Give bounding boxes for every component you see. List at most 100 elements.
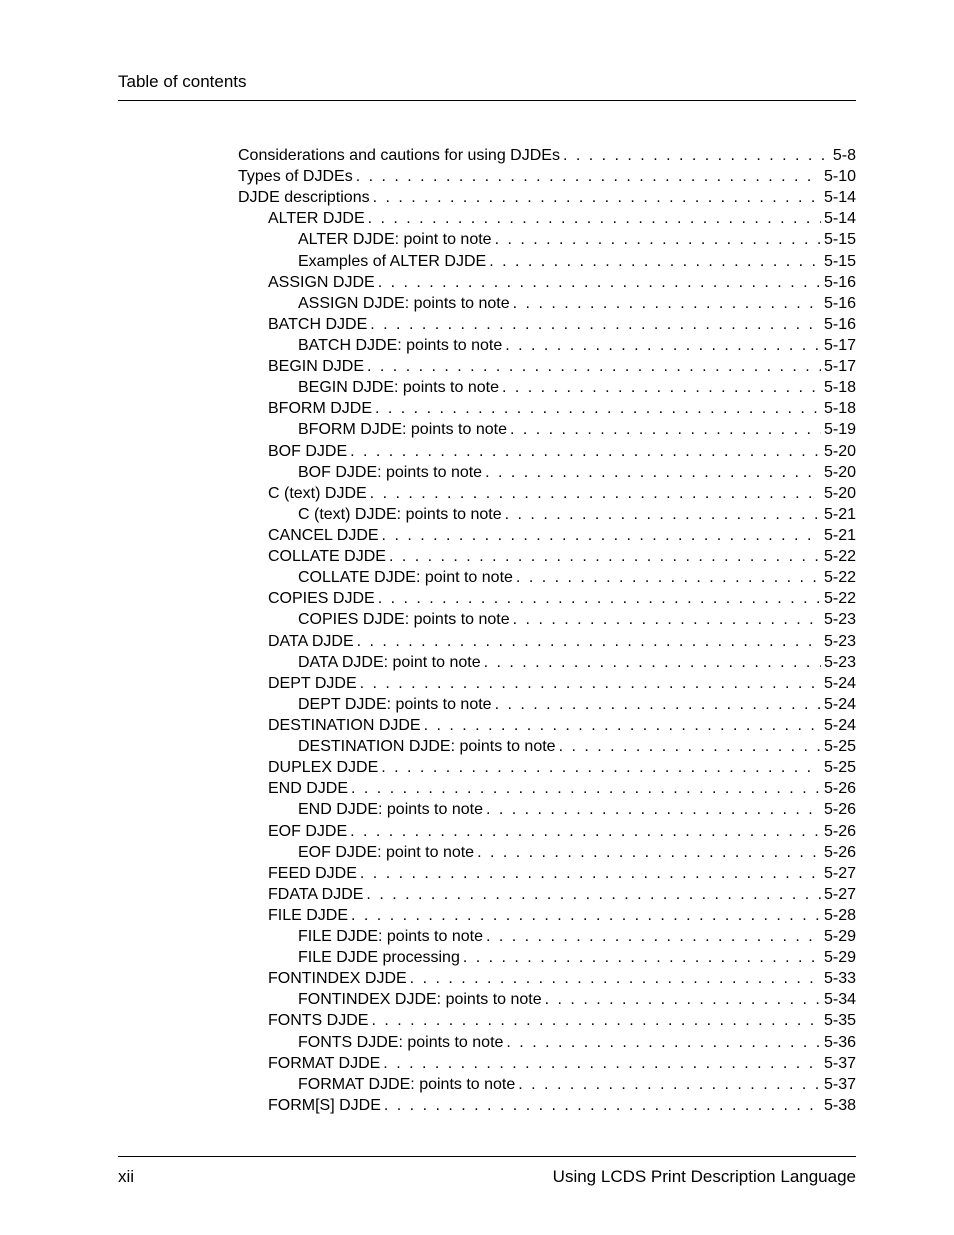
toc-entry-title: COLLATE DJDE: [268, 546, 386, 567]
toc-leader-dots: [367, 356, 821, 377]
toc-entry-page: 5-17: [824, 356, 856, 377]
toc-entry-title: C (text) DJDE: [268, 483, 367, 504]
toc-entry: BEGIN DJDE: points to note5-18: [238, 377, 856, 398]
toc-entry: ASSIGN DJDE 5-16: [238, 272, 856, 293]
toc-entry-page: 5-37: [824, 1074, 856, 1095]
toc-entry-title: DESTINATION DJDE: [268, 715, 421, 736]
toc-entry-page: 5-25: [824, 757, 856, 778]
toc-entry-title: DUPLEX DJDE: [268, 757, 378, 778]
toc-leader-dots: [545, 989, 821, 1010]
toc-leader-dots: [486, 926, 821, 947]
toc-entry-page: 5-35: [824, 1010, 856, 1031]
toc-entry: CANCEL DJDE5-21: [238, 525, 856, 546]
toc-entry-title: FORMAT DJDE: [268, 1053, 380, 1074]
toc-entry: BOF DJDE: points to note5-20: [238, 462, 856, 483]
toc-entry-page: 5-26: [824, 842, 856, 863]
toc-leader-dots: [360, 673, 821, 694]
toc-leader-dots: [477, 842, 821, 863]
toc-entry-title: C (text) DJDE: points to note: [298, 504, 502, 525]
toc-leader-dots: [351, 778, 821, 799]
toc-entry-title: END DJDE: [268, 778, 348, 799]
toc-entry-page: 5-16: [824, 272, 856, 293]
toc-entry: EOF DJDE5-26: [238, 821, 856, 842]
toc-entry: DJDE descriptions5-14: [238, 187, 856, 208]
toc-entry: BATCH DJDE: points to note5-17: [238, 335, 856, 356]
toc-entry: FILE DJDE5-28: [238, 905, 856, 926]
toc-entry-title: END DJDE: points to note: [298, 799, 483, 820]
toc-leader-dots: [381, 757, 821, 778]
toc-entry: DESTINATION DJDE: points to note5-25: [238, 736, 856, 757]
toc-leader-dots: [559, 736, 821, 757]
toc-leader-dots: [357, 631, 821, 652]
toc-entry: BATCH DJDE5-16: [238, 314, 856, 335]
toc-entry: Considerations and cautions for using DJ…: [238, 145, 856, 166]
toc-entry: C (text) DJDE: points to note5-21: [238, 504, 856, 525]
toc-entry-page: 5-18: [824, 377, 856, 398]
toc-entry: DEPT DJDE: points to note 5-24: [238, 694, 856, 715]
toc-entry-page: 5-24: [824, 673, 856, 694]
toc-entry-page: 5-24: [824, 694, 856, 715]
toc-entry-page: 5-22: [824, 567, 856, 588]
toc-entry-title: BFORM DJDE: [268, 398, 372, 419]
toc-leader-dots: [371, 1010, 821, 1031]
toc-entry-page: 5-20: [824, 483, 856, 504]
toc-entry: FILE DJDE processing5-29: [238, 947, 856, 968]
toc-entry-page: 5-17: [824, 335, 856, 356]
toc-leader-dots: [368, 208, 821, 229]
toc-entry-page: 5-26: [824, 778, 856, 799]
toc-leader-dots: [506, 1032, 821, 1053]
toc-entry-page: 5-23: [824, 631, 856, 652]
toc-entry: COLLATE DJDE5-22: [238, 546, 856, 567]
toc-entry: EOF DJDE: point to note 5-26: [238, 842, 856, 863]
toc-entry: FONTINDEX DJDE5-33: [238, 968, 856, 989]
toc-entry: DUPLEX DJDE 5-25: [238, 757, 856, 778]
toc-entry: DATA DJDE 5-23: [238, 631, 856, 652]
toc-entry: FONTS DJDE5-35: [238, 1010, 856, 1031]
toc-entry-page: 5-10: [824, 166, 856, 187]
toc-entry-title: Types of DJDEs: [238, 166, 353, 187]
toc-entry-title: Considerations and cautions for using DJ…: [238, 145, 560, 166]
toc-leader-dots: [383, 1053, 821, 1074]
toc-entry: FORMAT DJDE5-37: [238, 1053, 856, 1074]
toc-entry-title: FONTS DJDE: points to note: [298, 1032, 503, 1053]
toc-entry-title: ASSIGN DJDE: [268, 272, 375, 293]
toc-entry-page: 5-14: [824, 208, 856, 229]
toc-entry: BFORM DJDE: points to note5-19: [238, 419, 856, 440]
toc-entry-page: 5-23: [824, 652, 856, 673]
toc-entry-title: BEGIN DJDE: [268, 356, 364, 377]
toc-entry-title: DJDE descriptions: [238, 187, 370, 208]
toc-leader-dots: [510, 419, 821, 440]
toc-entry: COPIES DJDE: points to note5-23: [238, 609, 856, 630]
toc-entry-page: 5-27: [824, 884, 856, 905]
running-header: Table of contents: [118, 72, 856, 101]
toc-entry-title: DEPT DJDE: points to note: [298, 694, 492, 715]
toc-leader-dots: [516, 567, 821, 588]
toc-entry-page: 5-15: [824, 251, 856, 272]
toc-entry-title: DATA DJDE: [268, 631, 354, 652]
running-footer: xii Using LCDS Print Description Languag…: [118, 1156, 856, 1187]
toc-entry-title: CANCEL DJDE: [268, 525, 379, 546]
toc-entry-title: FONTINDEX DJDE: points to note: [298, 989, 542, 1010]
toc-leader-dots: [489, 251, 821, 272]
toc-entry-title: COPIES DJDE: [268, 588, 375, 609]
toc-entry: DESTINATION DJDE5-24: [238, 715, 856, 736]
toc-entry-page: 5-23: [824, 609, 856, 630]
toc-leader-dots: [518, 1074, 821, 1095]
toc-entry-title: EOF DJDE: point to note: [298, 842, 474, 863]
toc-leader-dots: [502, 377, 821, 398]
toc-entry-page: 5-19: [824, 419, 856, 440]
toc-entry: DEPT DJDE5-24: [238, 673, 856, 694]
toc-entry: BOF DJDE5-20: [238, 441, 856, 462]
toc-entry-title: FILE DJDE processing: [298, 947, 460, 968]
toc-leader-dots: [485, 462, 821, 483]
toc-leader-dots: [373, 187, 821, 208]
toc-entry: BEGIN DJDE 5-17: [238, 356, 856, 377]
toc-entry-page: 5-18: [824, 398, 856, 419]
toc-entry-title: BOF DJDE: [268, 441, 347, 462]
toc-entry-title: DESTINATION DJDE: points to note: [298, 736, 556, 757]
toc-entry-page: 5-33: [824, 968, 856, 989]
toc-entry-title: FEED DJDE: [268, 863, 357, 884]
header-title: Table of contents: [118, 72, 247, 91]
toc-entry: Examples of ALTER DJDE5-15: [238, 251, 856, 272]
toc-leader-dots: [378, 588, 821, 609]
